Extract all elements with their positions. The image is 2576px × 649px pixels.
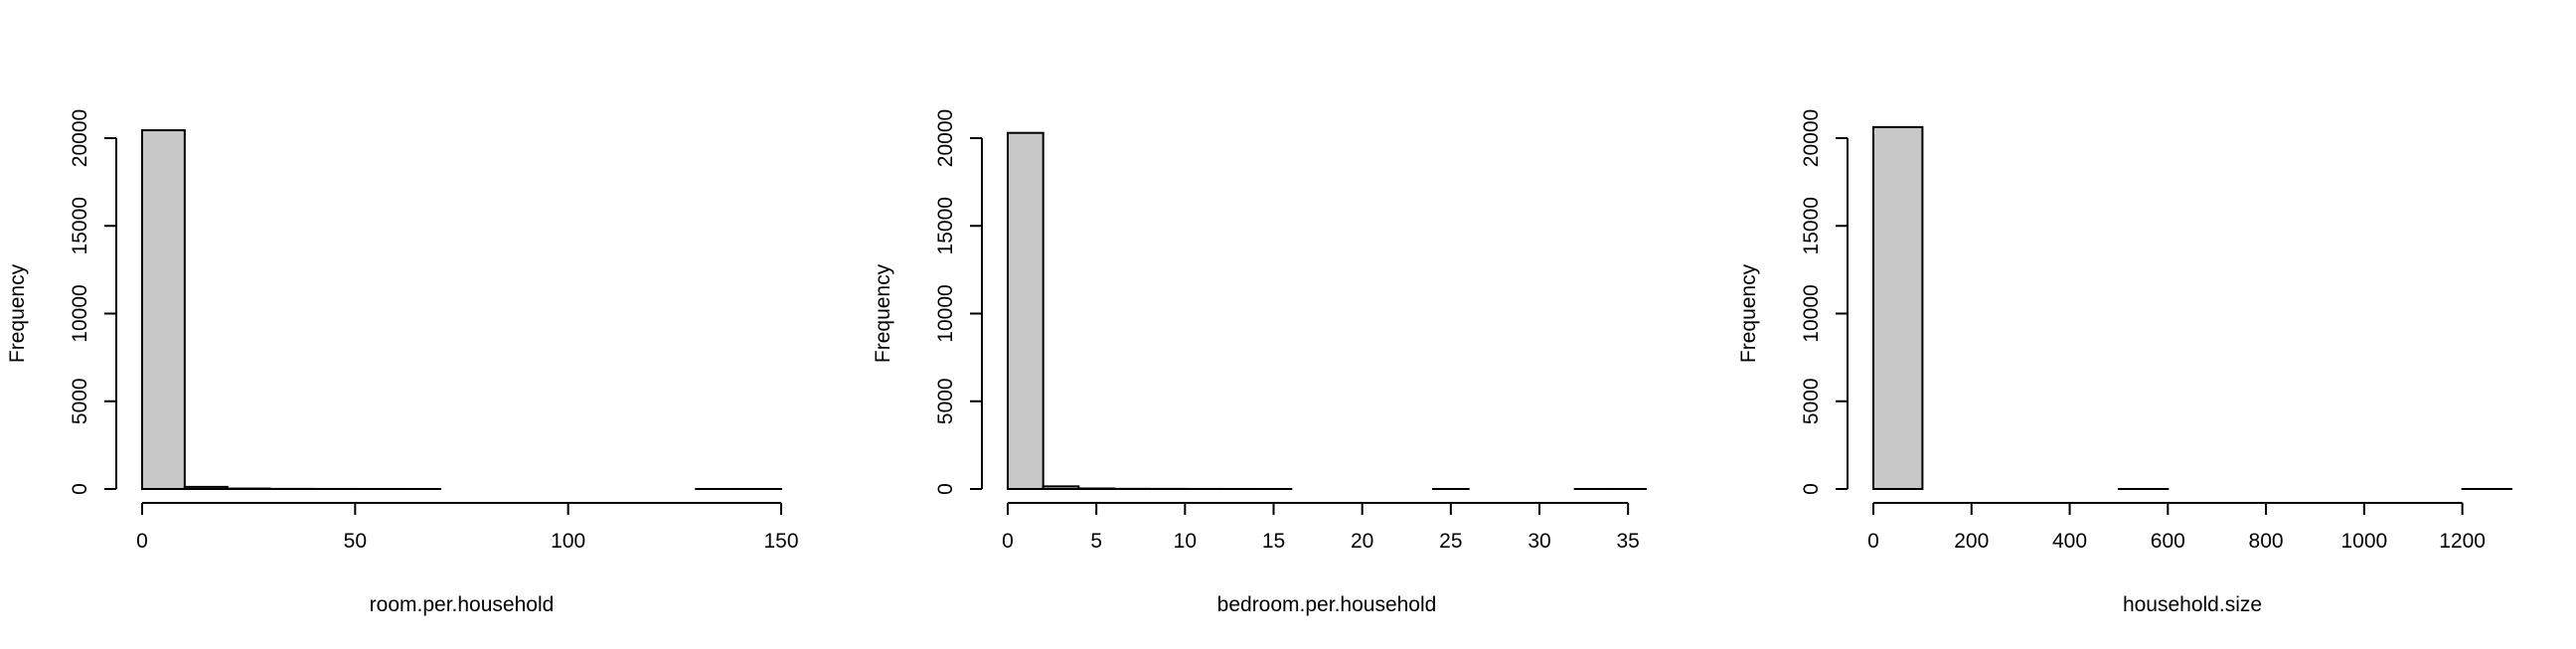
x-axis: 0 200 400 600 800 1000 1200: [1867, 503, 2486, 553]
histogram-panel-3: 0 200 400 600 800 1000 1200 0 5000 10000 15000 200…: [1737, 109, 2511, 616]
y-tick-label: 20000: [69, 109, 91, 167]
x-axis: 0 5 10 15 20 25 30 35: [1002, 503, 1640, 553]
histogram-bar: [142, 130, 185, 489]
y-tick-label: 10000: [934, 284, 957, 342]
y-axis: 0 5000 10000 15000 20000: [69, 109, 116, 495]
y-tick-label: 15000: [69, 197, 91, 254]
y-tick-label: 20000: [934, 109, 957, 167]
x-tick-label: 25: [1439, 530, 1462, 553]
x-tick-label: 15: [1262, 530, 1285, 553]
x-tick-label: 800: [2249, 530, 2284, 553]
x-tick-label: 100: [551, 530, 585, 553]
x-tick-label: 35: [1616, 530, 1639, 553]
x-tick-label: 20: [1351, 530, 1373, 553]
y-tick-label: 0: [69, 483, 91, 495]
y-axis-title: Frequency: [6, 263, 29, 363]
x-tick-label: 30: [1528, 530, 1550, 553]
y-tick-label: 5000: [69, 378, 91, 424]
x-tick-label: 50: [344, 530, 367, 553]
x-axis: 0 50 100 150: [136, 503, 798, 553]
histogram-bar: [1008, 133, 1044, 489]
y-tick-label: 10000: [1800, 284, 1823, 342]
y-tick-label: 20000: [1800, 109, 1823, 167]
x-tick-label: 10: [1174, 530, 1197, 553]
x-tick-label: 0: [136, 530, 148, 553]
y-axis: 0 5000 10000 15000 20000: [934, 109, 982, 495]
histogram-panel-2: 0 5 10 15 20 25 30 35 0 5000 10000 15000 20000 bedr…: [872, 109, 1646, 616]
x-tick-label: 1000: [2340, 530, 2387, 553]
histogram-panel-1: 0 50 100 150 0 5000 10000 15000 20000 room.per.…: [6, 109, 799, 616]
histogram-bar: [1044, 486, 1079, 489]
x-tick-label: 5: [1090, 530, 1102, 553]
y-tick-label: 15000: [1800, 197, 1823, 254]
x-tick-label: 0: [1867, 530, 1879, 553]
y-tick-label: 0: [934, 483, 957, 495]
y-tick-label: 15000: [934, 197, 957, 254]
x-tick-label: 1200: [2439, 530, 2486, 553]
histogram-bar: [1873, 127, 1922, 489]
histogram-bar: [1078, 488, 1114, 489]
y-tick-label: 5000: [934, 378, 957, 424]
x-tick-label: 600: [2151, 530, 2185, 553]
y-tick-label: 10000: [69, 284, 91, 342]
x-axis-title: room.per.household: [370, 593, 555, 616]
x-tick-label: 0: [1002, 530, 1014, 553]
x-tick-label: 200: [1954, 530, 1989, 553]
histogram-bar: [185, 487, 228, 489]
y-axis: 0 5000 10000 15000 20000: [1800, 109, 1848, 495]
y-tick-label: 0: [1800, 483, 1823, 495]
x-axis-title: bedroom.per.household: [1217, 593, 1437, 616]
x-tick-label: 400: [2052, 530, 2087, 553]
x-axis-title: household.size: [2123, 593, 2262, 616]
x-tick-label: 150: [763, 530, 798, 553]
y-axis-title: Frequency: [872, 263, 894, 363]
y-tick-label: 5000: [1800, 378, 1823, 424]
y-axis-title: Frequency: [1737, 263, 1760, 363]
